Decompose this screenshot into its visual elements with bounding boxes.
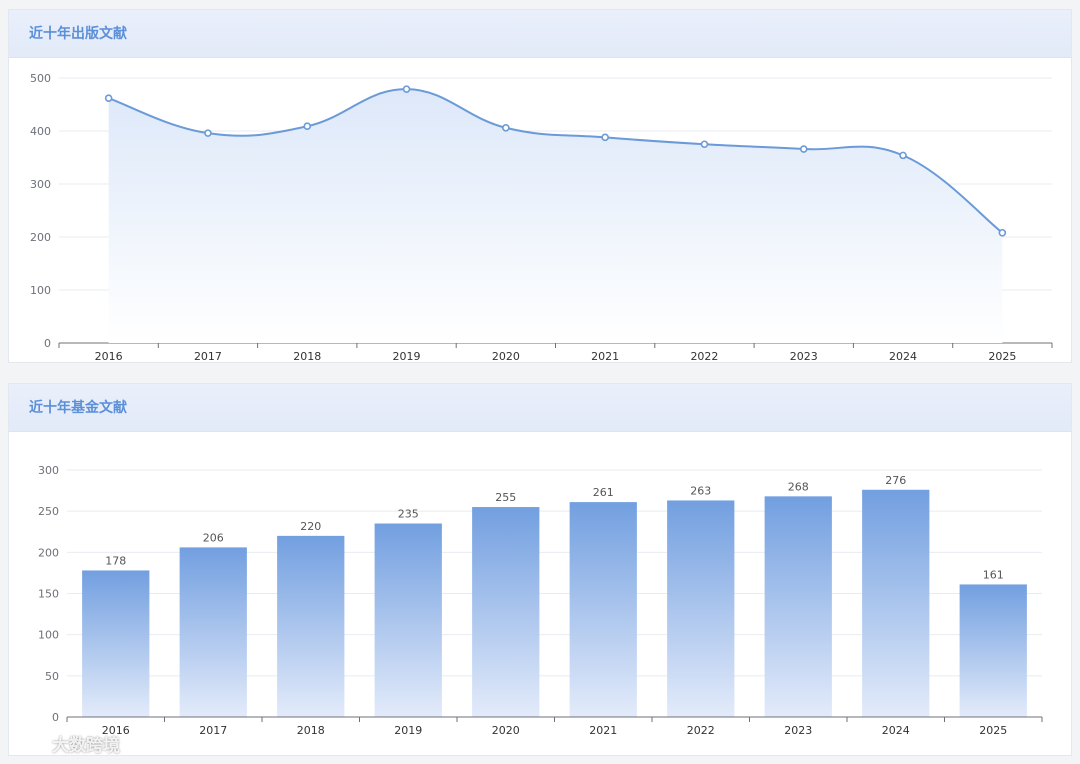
bar-data-label: 178 xyxy=(105,554,126,567)
x-tick-label: 2016 xyxy=(95,350,123,362)
x-tick-label: 2020 xyxy=(492,724,520,737)
bar-data-label: 276 xyxy=(885,474,906,487)
publications-panel: 近十年出版文献 0 100 200 300 400 500 2016 2017 2018 2019… xyxy=(8,9,1072,363)
bar-data-label: 220 xyxy=(300,520,321,533)
x-tick-label: 2018 xyxy=(293,350,321,362)
funds-panel-title: 近十年基金文献 xyxy=(9,384,1071,432)
bar xyxy=(959,584,1027,717)
publications-panel-title: 近十年出版文献 xyxy=(9,10,1071,58)
bar-data-label: 268 xyxy=(788,480,809,493)
data-point xyxy=(700,140,709,149)
data-point xyxy=(998,228,1007,237)
bar xyxy=(667,500,735,717)
bar xyxy=(862,489,930,717)
x-tick-label: 2021 xyxy=(589,724,617,737)
y-tick-label: 100 xyxy=(30,284,51,297)
y-tick-label: 50 xyxy=(45,670,59,683)
y-tick-label: 300 xyxy=(30,178,51,191)
funds-bar-chart: 0 50 100 150 200 250 300 178 206 220 235 255 261 263 2… xyxy=(38,464,1043,737)
publications-line-chart: 0 100 200 300 400 500 2016 2017 2018 2019 2020 2021… xyxy=(30,72,1053,363)
bar-data-label: 261 xyxy=(593,486,614,499)
bar xyxy=(374,523,442,717)
y-tick-label: 200 xyxy=(30,231,51,244)
y-tick-label: 0 xyxy=(44,337,51,350)
x-tick-label: 2024 xyxy=(889,350,917,362)
x-tick-label: 2017 xyxy=(199,724,227,737)
bar-data-label: 161 xyxy=(983,568,1004,581)
x-tick-label: 2023 xyxy=(784,724,812,737)
data-point xyxy=(601,133,609,142)
y-tick-label: 250 xyxy=(38,505,59,518)
x-tick-label: 2025 xyxy=(988,350,1016,362)
publications-area xyxy=(108,89,1003,343)
data-point xyxy=(899,151,907,160)
bar xyxy=(472,507,540,717)
data-point xyxy=(104,94,113,102)
bar xyxy=(764,496,832,717)
bar xyxy=(277,535,345,717)
bar-data-label: 206 xyxy=(203,531,224,544)
x-tick-label: 2024 xyxy=(882,724,910,737)
x-tick-label: 2017 xyxy=(194,350,222,362)
y-tick-label: 400 xyxy=(30,125,51,138)
funds-panel: 近十年基金文献 0 50 100 150 200 250 300 178 206 220 235 25… xyxy=(8,383,1072,756)
y-tick-label: 500 xyxy=(30,72,51,85)
x-tick-label: 2019 xyxy=(394,724,422,737)
data-point xyxy=(303,122,312,131)
x-tick-label: 2022 xyxy=(690,350,718,362)
x-tick-label: 2023 xyxy=(790,350,818,362)
bar-data-label: 235 xyxy=(398,508,419,521)
y-tick-label: 150 xyxy=(38,588,59,601)
data-point xyxy=(204,129,212,137)
x-tick-label: 2022 xyxy=(687,724,715,737)
bar xyxy=(569,502,637,717)
bar xyxy=(179,547,247,717)
x-tick-label: 2018 xyxy=(297,724,325,737)
bar-data-label: 255 xyxy=(495,491,516,504)
data-point xyxy=(402,85,411,93)
y-tick-label: 200 xyxy=(38,546,59,559)
bar xyxy=(82,570,150,717)
x-tick-label: 2019 xyxy=(393,350,421,362)
y-tick-label: 300 xyxy=(38,464,59,477)
data-point xyxy=(502,124,510,132)
data-point xyxy=(799,145,808,153)
x-tick-label: 2021 xyxy=(591,350,619,362)
y-tick-label: 100 xyxy=(38,629,59,642)
bar-data-label: 263 xyxy=(690,484,711,497)
x-tick-label: 2020 xyxy=(492,350,520,362)
y-tick-label: 0 xyxy=(52,711,59,724)
x-tick-label: 2016 xyxy=(102,724,130,737)
x-tick-label: 2025 xyxy=(979,724,1007,737)
publications-series-line xyxy=(108,88,1003,234)
